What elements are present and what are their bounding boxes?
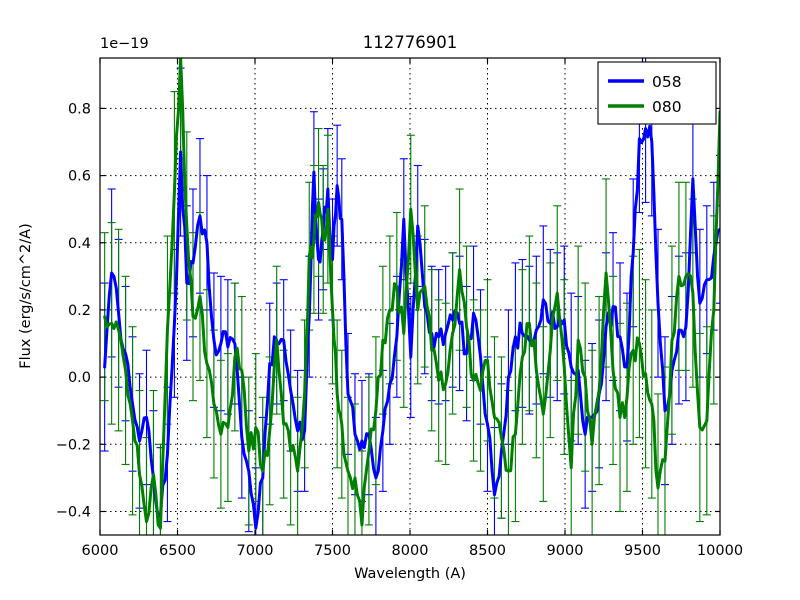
- series-line-080: [103, 58, 720, 530]
- x-tick-label: 10000: [697, 543, 743, 559]
- y-tick-label: 0.0: [68, 370, 91, 386]
- x-tick-label: 9500: [624, 543, 661, 559]
- legend-label-080: 080: [652, 98, 682, 116]
- x-tick-label: 8000: [392, 543, 429, 559]
- y-axis-label: Flux (erg/s/cm^2/A): [18, 223, 34, 369]
- legend-box: [597, 61, 717, 125]
- axis-ticks: 6000 6500 7000 7500 8000 8500 9000 9500 10000 −0.…: [56, 58, 743, 559]
- legend-label-058: 058: [652, 73, 682, 91]
- y-tick-label: 0.4: [68, 236, 91, 252]
- x-axis-label: Wavelength (A): [354, 566, 466, 582]
- x-tick-label: 6500: [159, 543, 196, 559]
- x-tick-label: 6000: [82, 543, 119, 559]
- series-line-058: [103, 124, 720, 530]
- data-series-layer: [100, 58, 720, 535]
- x-tick-label: 8500: [469, 543, 506, 559]
- y-tick-label: −0.4: [56, 504, 91, 520]
- y-tick-label: 0.6: [68, 169, 91, 185]
- x-tick-label: 9000: [547, 543, 584, 559]
- page-title: 112776901: [363, 33, 457, 52]
- x-tick-label: 7000: [237, 543, 274, 559]
- y-tick-label: 0.8: [68, 101, 91, 117]
- y-tick-label: −0.2: [56, 437, 91, 453]
- x-tick-label: 7500: [314, 543, 351, 559]
- y-tick-label: 0.2: [68, 303, 91, 319]
- y-axis-offset-label: 1e−19: [100, 36, 149, 52]
